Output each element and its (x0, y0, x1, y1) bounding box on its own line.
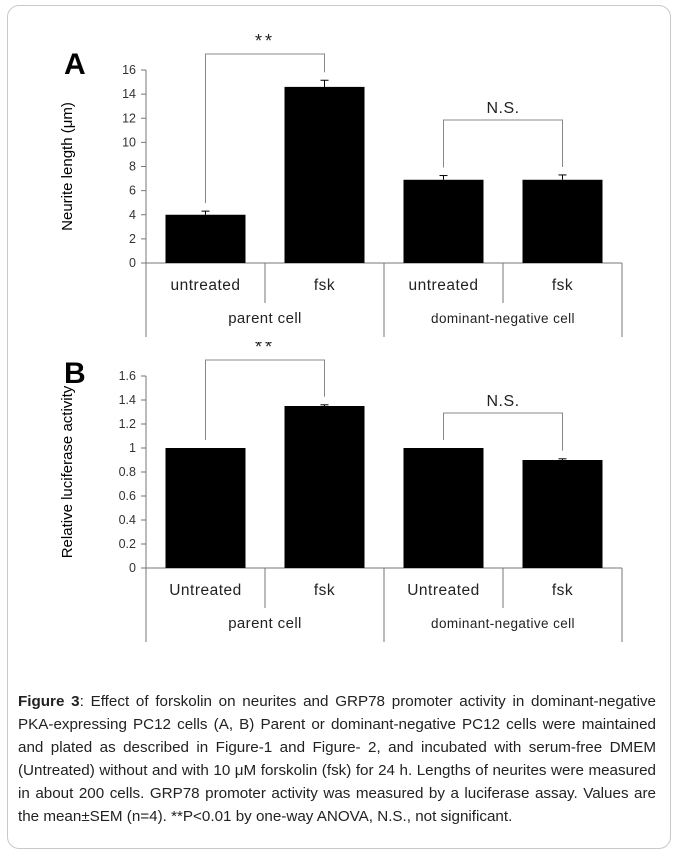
y-tick-label-a: 8 (129, 160, 136, 174)
caption-label: Figure 3 (18, 693, 80, 710)
y-tick-label-b: 0.2 (119, 537, 136, 551)
significance-bracket-a-1 (205, 53, 325, 204)
significance-label-b-1: ** (255, 342, 275, 357)
category-label-a-2: fsk (314, 277, 335, 294)
group-label-a-2: dominant-negative cell (431, 311, 575, 326)
category-label-b-3: Untreated (407, 582, 480, 599)
y-axis-label-a: Neurite length (μm) (59, 102, 76, 231)
y-tick-label-a: 6 (129, 184, 136, 198)
category-label-a-1: untreated (171, 277, 241, 294)
y-tick-label-a: 16 (122, 63, 136, 77)
y-tick-label-b: 0.4 (119, 513, 136, 527)
panel-label-b: B (64, 357, 86, 390)
y-tick-label-b: 0.8 (119, 465, 136, 479)
y-tick-label-a: 12 (122, 111, 136, 125)
significance-bracket-b-1 (205, 359, 325, 440)
bar-a-1 (165, 214, 246, 263)
y-tick-label-b: 1.6 (119, 369, 136, 383)
significance-bracket-a-2 (443, 119, 563, 168)
category-label-a-4: fsk (552, 277, 573, 294)
category-label-b-2: fsk (314, 582, 335, 599)
y-tick-label-b: 0.6 (119, 489, 136, 503)
y-tick-label-a: 2 (129, 232, 136, 246)
significance-label-a-2: N.S. (486, 100, 519, 117)
category-label-b-4: fsk (552, 582, 573, 599)
y-tick-label-b: 1.2 (119, 417, 136, 431)
bar-b-4 (522, 460, 603, 568)
y-tick-label-a: 10 (122, 135, 136, 149)
bar-a-2 (284, 86, 365, 263)
panel-label-a: A (64, 48, 86, 81)
group-label-b-1: parent cell (228, 615, 302, 632)
group-label-b-2: dominant-negative cell (431, 616, 575, 631)
bar-b-2 (284, 406, 365, 568)
group-label-a-1: parent cell (228, 310, 302, 327)
y-tick-label-a: 0 (129, 256, 136, 270)
bar-b-1 (165, 448, 246, 568)
y-tick-label-a: 14 (122, 87, 136, 101)
chart-panel-a: A Neurite length (μm) 0 2 4 6 8 10 12 14 16 untreat… (59, 31, 623, 337)
significance-label-b-2: N.S. (486, 393, 519, 410)
category-label-b-1: Untreated (169, 582, 242, 599)
caption-text: : Effect of forskolin on neurites and GR… (18, 693, 656, 825)
y-tick-label-b: 1 (129, 441, 136, 455)
y-axis-label-b: Relative luciferase activity (59, 385, 76, 558)
y-tick-label-b: 1.4 (119, 393, 136, 407)
y-tick-label-a: 4 (129, 208, 136, 222)
category-label-a-3: untreated (409, 277, 479, 294)
bar-a-4 (522, 179, 603, 263)
y-tick-label-b: 0 (129, 561, 136, 575)
significance-bracket-b-2 (443, 412, 563, 451)
bar-b-3 (403, 448, 484, 568)
significance-label-a-1: ** (255, 31, 275, 51)
bar-a-3 (403, 179, 484, 263)
figure-caption: Figure 3: Effect of forskolin on neurite… (18, 690, 656, 828)
